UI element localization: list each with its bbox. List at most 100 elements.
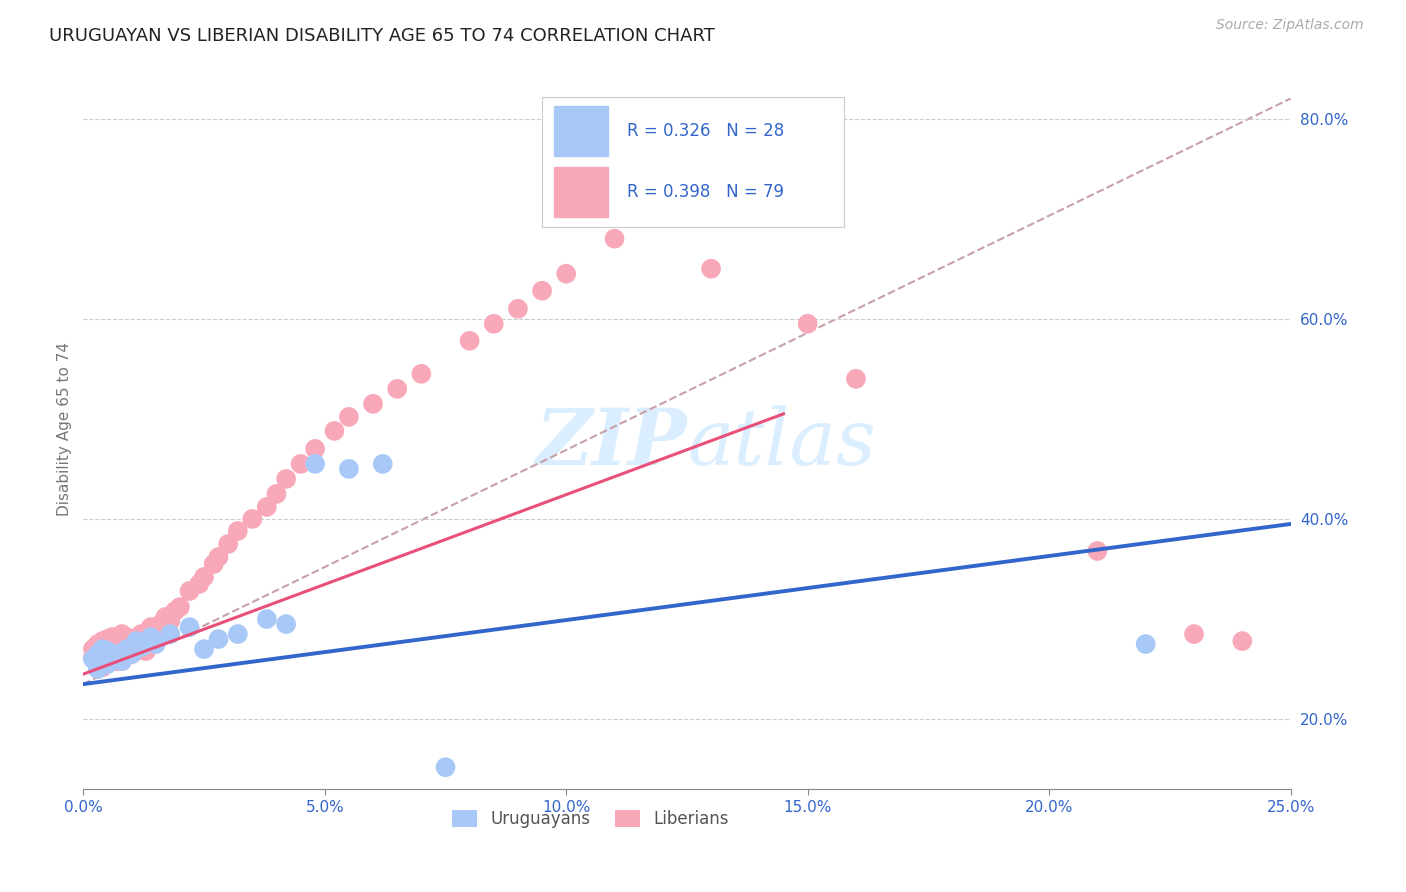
Point	[482, 317, 505, 331]
Point	[531, 284, 554, 298]
Point	[323, 424, 346, 438]
Point	[159, 614, 181, 628]
Point	[96, 654, 118, 668]
Point	[101, 637, 124, 651]
Point	[87, 644, 110, 658]
Point	[226, 627, 249, 641]
Point	[105, 654, 128, 668]
Point	[135, 632, 157, 646]
Point	[87, 637, 110, 651]
Point	[101, 630, 124, 644]
Point	[96, 657, 118, 672]
Point	[125, 634, 148, 648]
Point	[139, 630, 162, 644]
Text: Source: ZipAtlas.com: Source: ZipAtlas.com	[1216, 18, 1364, 32]
Point	[129, 627, 152, 641]
Point	[256, 612, 278, 626]
Point	[96, 647, 118, 661]
Point	[101, 650, 124, 665]
Point	[105, 632, 128, 646]
Point	[111, 627, 134, 641]
Point	[1087, 544, 1109, 558]
Point	[91, 654, 114, 668]
Point	[149, 617, 172, 632]
Point	[651, 196, 673, 211]
Point	[101, 652, 124, 666]
Point	[135, 644, 157, 658]
Point	[111, 650, 134, 665]
Point	[290, 457, 312, 471]
Point	[129, 640, 152, 654]
Point	[193, 570, 215, 584]
Point	[361, 397, 384, 411]
Point	[145, 624, 167, 638]
Legend: Uruguayans, Liberians: Uruguayans, Liberians	[446, 804, 735, 835]
Point	[115, 642, 138, 657]
Point	[202, 557, 225, 571]
Point	[207, 549, 229, 564]
Point	[1135, 637, 1157, 651]
Point	[87, 657, 110, 672]
Point	[1232, 634, 1254, 648]
Point	[256, 500, 278, 514]
Point	[129, 640, 152, 654]
Point	[217, 537, 239, 551]
Point	[139, 634, 162, 648]
Point	[266, 487, 288, 501]
Point	[115, 644, 138, 658]
Point	[82, 650, 104, 665]
Point	[163, 604, 186, 618]
Point	[796, 317, 818, 331]
Point	[101, 644, 124, 658]
Point	[105, 647, 128, 661]
Point	[96, 644, 118, 658]
Point	[105, 647, 128, 661]
Point	[845, 372, 868, 386]
Point	[96, 632, 118, 646]
Text: URUGUAYAN VS LIBERIAN DISABILITY AGE 65 TO 74 CORRELATION CHART: URUGUAYAN VS LIBERIAN DISABILITY AGE 65 …	[49, 27, 716, 45]
Point	[91, 647, 114, 661]
Point	[82, 652, 104, 666]
Point	[155, 610, 177, 624]
Point	[179, 584, 201, 599]
Point	[434, 760, 457, 774]
Point	[87, 654, 110, 668]
Point	[111, 642, 134, 657]
Text: ZIP: ZIP	[536, 405, 688, 482]
Point	[337, 462, 360, 476]
Point	[700, 261, 723, 276]
Point	[337, 409, 360, 424]
Point	[139, 620, 162, 634]
Point	[159, 627, 181, 641]
Point	[96, 640, 118, 654]
Point	[169, 600, 191, 615]
Point	[111, 654, 134, 668]
Text: atlas: atlas	[688, 405, 876, 482]
Point	[121, 632, 143, 646]
Point	[226, 524, 249, 538]
Point	[115, 637, 138, 651]
Point	[240, 512, 263, 526]
Point	[555, 267, 578, 281]
Point	[87, 662, 110, 676]
Point	[371, 457, 394, 471]
Point	[121, 647, 143, 661]
Point	[458, 334, 481, 348]
Point	[274, 472, 297, 486]
Point	[91, 642, 114, 657]
Point	[411, 367, 433, 381]
Point	[145, 637, 167, 651]
Point	[304, 442, 326, 456]
Point	[188, 577, 211, 591]
Point	[121, 640, 143, 654]
Point	[96, 654, 118, 668]
Point	[207, 632, 229, 646]
Point	[111, 634, 134, 648]
Point	[1182, 627, 1205, 641]
Point	[304, 457, 326, 471]
Point	[603, 232, 626, 246]
Point	[125, 634, 148, 648]
Point	[111, 654, 134, 668]
Point	[115, 630, 138, 644]
Point	[179, 620, 201, 634]
